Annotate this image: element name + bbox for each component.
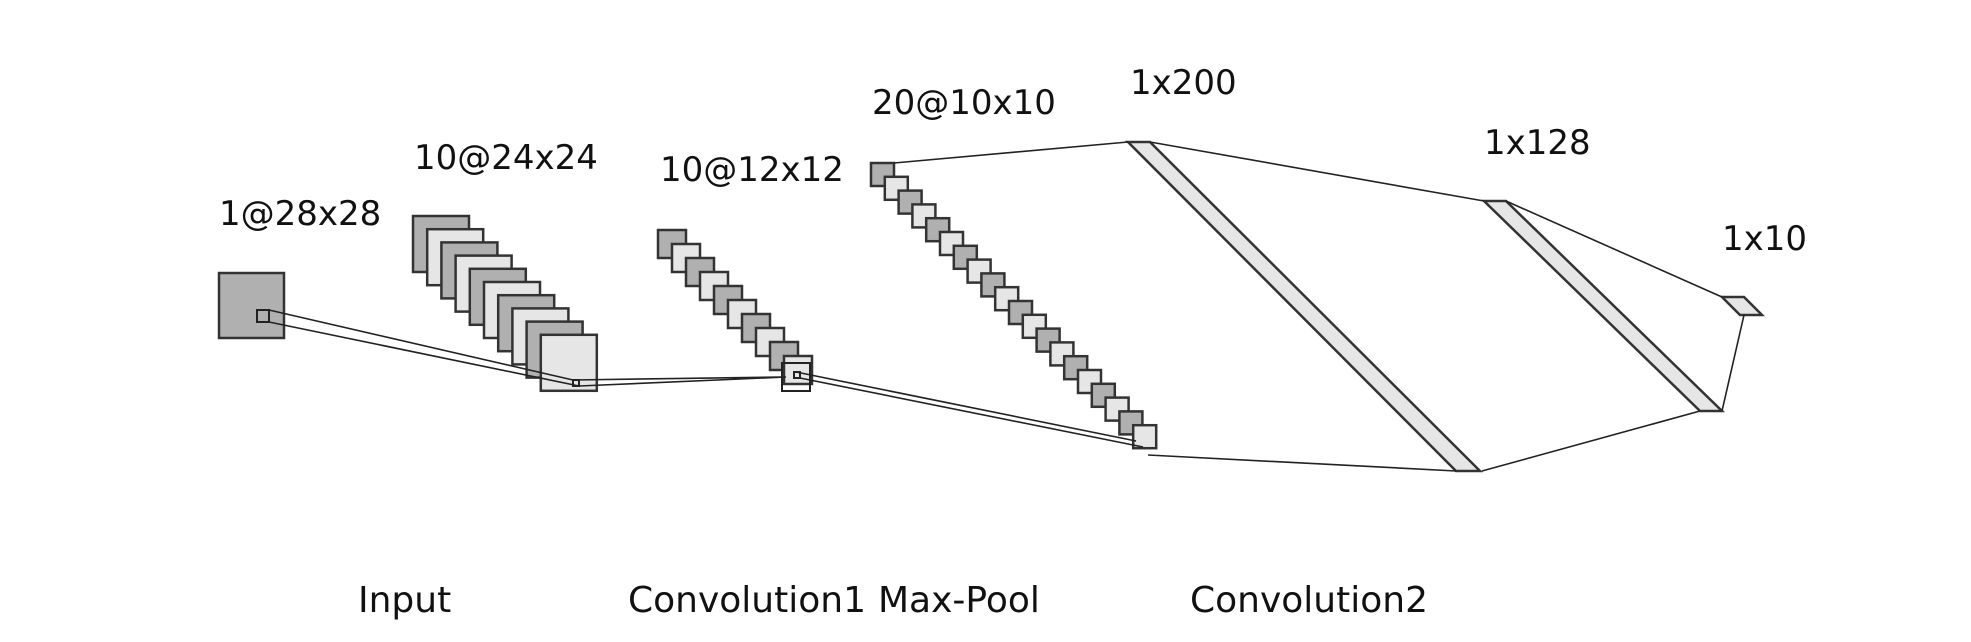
connection-line-10 bbox=[1481, 410, 1701, 472]
layer-label-conv1: 10@24x24 bbox=[414, 138, 598, 178]
connection-lines bbox=[268, 141, 1745, 472]
connection-line-6 bbox=[799, 377, 1144, 448]
stage-label-max-pool: Max-Pool bbox=[878, 580, 1040, 621]
stage-label-convolution2: Convolution2 bbox=[1190, 580, 1428, 621]
fc1-bar bbox=[1124, 140, 1484, 473]
connection-line-1 bbox=[268, 309, 574, 381]
layer-label-conv2: 20@10x10 bbox=[872, 83, 1056, 123]
conv1-feature-map-10 bbox=[539, 333, 599, 393]
conv2-feature-map-20 bbox=[1131, 423, 1158, 450]
connection-line-4 bbox=[572, 376, 783, 381]
input-kernel-square bbox=[256, 309, 270, 323]
connection-line-12 bbox=[1721, 314, 1745, 412]
pool1-feature-map-10 bbox=[782, 354, 814, 386]
out-bar bbox=[1718, 295, 1766, 317]
connection-line-5 bbox=[795, 371, 1137, 442]
connection-line-7 bbox=[893, 141, 1129, 164]
stage-label-input: Input bbox=[358, 580, 452, 621]
connection-line-11 bbox=[1505, 200, 1723, 298]
fully-connected-layers bbox=[1124, 140, 1766, 473]
feature-map-stacks bbox=[217, 161, 1158, 450]
layer-label-fc1: 1x200 bbox=[1130, 63, 1237, 103]
input-feature-map-1 bbox=[217, 271, 286, 340]
connection-line-3 bbox=[578, 376, 787, 387]
fc2-bar bbox=[1480, 199, 1726, 413]
layer-label-pool1: 10@12x12 bbox=[660, 150, 844, 190]
layer-label-input: 1@28x28 bbox=[219, 194, 382, 234]
connection-line-8 bbox=[1147, 454, 1457, 472]
connection-line-2 bbox=[268, 321, 580, 387]
connection-line-9 bbox=[1149, 141, 1485, 202]
layer-label-out: 1x10 bbox=[1722, 219, 1808, 259]
stage-label-convolution1: Convolution1 bbox=[628, 580, 866, 621]
layer-label-fc2: 1x128 bbox=[1484, 123, 1591, 163]
